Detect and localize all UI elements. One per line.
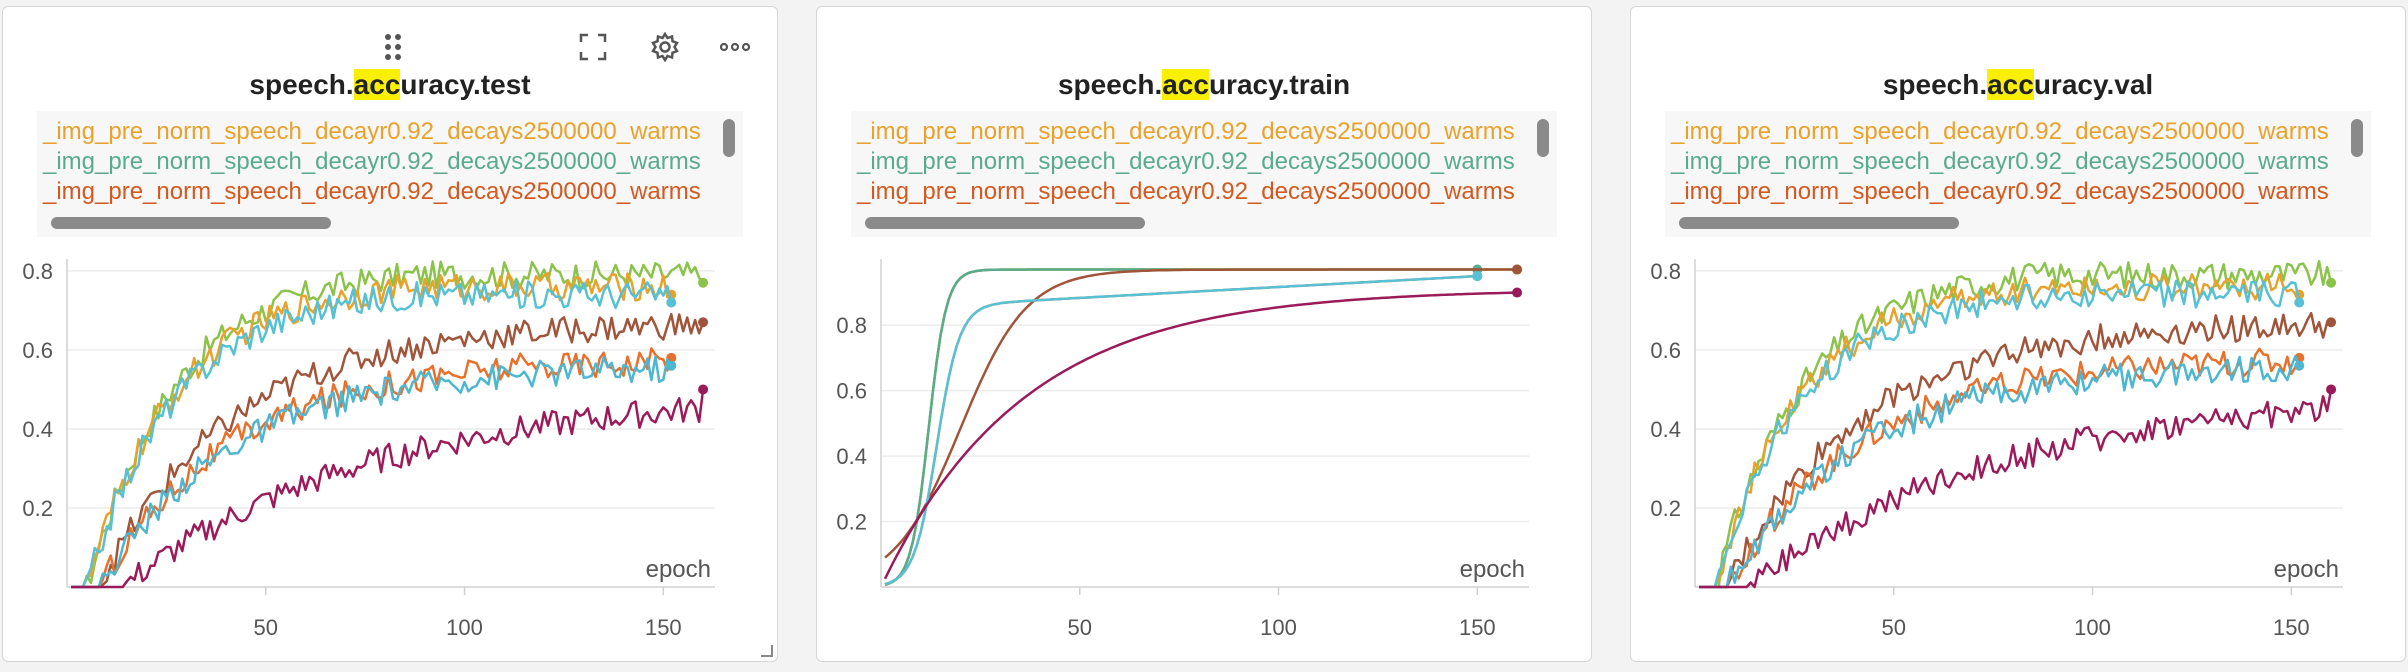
series-line[interactable] bbox=[885, 276, 1477, 584]
legend-item: _img_pre_norm_speech_decayr0.92_decays25… bbox=[1671, 147, 2329, 177]
series-line[interactable] bbox=[885, 270, 1517, 585]
x-axis-label: epoch bbox=[1460, 556, 1525, 583]
legend-vertical-scrollbar[interactable] bbox=[723, 119, 735, 157]
legend-item: _img_pre_norm_speech_decayr0.92_decays25… bbox=[857, 117, 1515, 147]
gear-icon[interactable] bbox=[647, 29, 683, 65]
series-line[interactable] bbox=[885, 270, 1477, 585]
legend-horizontal-scrollbar[interactable] bbox=[51, 217, 331, 229]
series-endpoint bbox=[698, 278, 708, 288]
legend-item: _img_pre_norm_speech_decayr0.92_decays25… bbox=[43, 147, 701, 177]
series-endpoint bbox=[666, 298, 676, 308]
chart-title: speech.accuracy.train bbox=[817, 69, 1591, 101]
series-endpoint bbox=[666, 361, 676, 371]
series-endpoint bbox=[1512, 288, 1522, 298]
series-line[interactable] bbox=[71, 273, 671, 587]
line-chart: 0.2 0.4 0.6 0.8 50 100 150 epoch bbox=[1631, 243, 2406, 662]
series-line[interactable] bbox=[885, 270, 1517, 585]
chart-panel-train: speech.accuracy.train _img_pre_norm_spee… bbox=[816, 6, 1592, 662]
chart-panel-val: speech.accuracy.val _img_pre_norm_speech… bbox=[1630, 6, 2406, 662]
x-tick-label: 50 bbox=[1068, 615, 1092, 640]
x-tick-label: 100 bbox=[446, 615, 483, 640]
chart-panel-test: speech.accuracy.test _img_pre_norm_speec… bbox=[2, 6, 778, 662]
x-tick-label: 50 bbox=[254, 615, 278, 640]
y-tick-label: 0.2 bbox=[22, 496, 53, 521]
legend-item: _img_pre_norm_speech_decayr0.92_decays25… bbox=[857, 147, 1515, 177]
chart-title: speech.accuracy.test bbox=[3, 69, 777, 101]
x-axis-label: epoch bbox=[2274, 556, 2339, 583]
legend-vertical-scrollbar[interactable] bbox=[2351, 119, 2363, 157]
series-endpoint bbox=[2294, 298, 2304, 308]
legend: _img_pre_norm_speech_decayr0.92_decays25… bbox=[37, 111, 743, 237]
line-chart: 0.2 0.4 0.6 0.8 50 100 150 epoch bbox=[817, 243, 1592, 662]
series-line[interactable] bbox=[1699, 261, 2331, 587]
legend-horizontal-scrollbar[interactable] bbox=[865, 217, 1145, 229]
series-line[interactable] bbox=[885, 276, 1477, 584]
legend-item: _img_pre_norm_speech_decayr0.92_decays25… bbox=[43, 117, 701, 147]
series-endpoint bbox=[1472, 271, 1482, 281]
series-endpoint bbox=[2326, 278, 2336, 288]
series-endpoint bbox=[2326, 317, 2336, 327]
more-options-icon[interactable] bbox=[717, 29, 753, 65]
y-tick-label: 0.8 bbox=[22, 259, 53, 284]
x-tick-label: 50 bbox=[1882, 615, 1906, 640]
series-line[interactable] bbox=[885, 293, 1517, 579]
fullscreen-icon[interactable] bbox=[575, 29, 611, 65]
chart-title: speech.accuracy.val bbox=[1631, 69, 2405, 101]
drag-handle-icon[interactable] bbox=[375, 29, 411, 65]
legend-horizontal-scrollbar[interactable] bbox=[1679, 217, 1959, 229]
x-tick-label: 150 bbox=[2273, 615, 2310, 640]
y-tick-label: 0.2 bbox=[836, 510, 867, 535]
x-axis-label: epoch bbox=[646, 556, 711, 583]
series-endpoint bbox=[698, 384, 708, 394]
series-line[interactable] bbox=[1699, 281, 2299, 587]
series-line[interactable] bbox=[71, 357, 671, 587]
x-tick-label: 150 bbox=[645, 615, 682, 640]
legend-item: _img_pre_norm_speech_decayr0.92_decays25… bbox=[43, 177, 701, 207]
series-line[interactable] bbox=[71, 261, 703, 587]
y-tick-label: 0.4 bbox=[1650, 417, 1681, 442]
series-line[interactable] bbox=[885, 270, 1517, 558]
legend-item: _img_pre_norm_speech_decayr0.92_decays25… bbox=[857, 177, 1515, 207]
series-line[interactable] bbox=[71, 281, 671, 587]
series-endpoint bbox=[698, 317, 708, 327]
y-tick-label: 0.8 bbox=[1650, 259, 1681, 284]
y-tick-label: 0.8 bbox=[836, 313, 867, 338]
series-endpoint bbox=[2294, 361, 2304, 371]
legend-item: _img_pre_norm_speech_decayr0.92_decays25… bbox=[1671, 177, 2329, 207]
series-line[interactable] bbox=[1699, 274, 2299, 587]
resize-handle[interactable] bbox=[761, 645, 773, 657]
x-tick-label: 100 bbox=[2074, 615, 2111, 640]
legend-item: _img_pre_norm_speech_decayr0.92_decays25… bbox=[1671, 117, 2329, 147]
y-tick-label: 0.2 bbox=[1650, 496, 1681, 521]
legend-vertical-scrollbar[interactable] bbox=[1537, 119, 1549, 157]
y-tick-label: 0.6 bbox=[22, 338, 53, 363]
y-tick-label: 0.4 bbox=[22, 417, 53, 442]
series-endpoint bbox=[2326, 384, 2336, 394]
x-tick-label: 100 bbox=[1260, 615, 1297, 640]
y-tick-label: 0.6 bbox=[1650, 338, 1681, 363]
y-tick-label: 0.6 bbox=[836, 379, 867, 404]
legend: _img_pre_norm_speech_decayr0.92_decays25… bbox=[1665, 111, 2371, 237]
series-endpoint bbox=[1512, 265, 1522, 275]
line-chart: 0.2 0.4 0.6 0.8 50 100 150 epoch bbox=[3, 243, 778, 662]
x-tick-label: 150 bbox=[1459, 615, 1496, 640]
y-tick-label: 0.4 bbox=[836, 444, 867, 469]
legend: _img_pre_norm_speech_decayr0.92_decays25… bbox=[851, 111, 1557, 237]
